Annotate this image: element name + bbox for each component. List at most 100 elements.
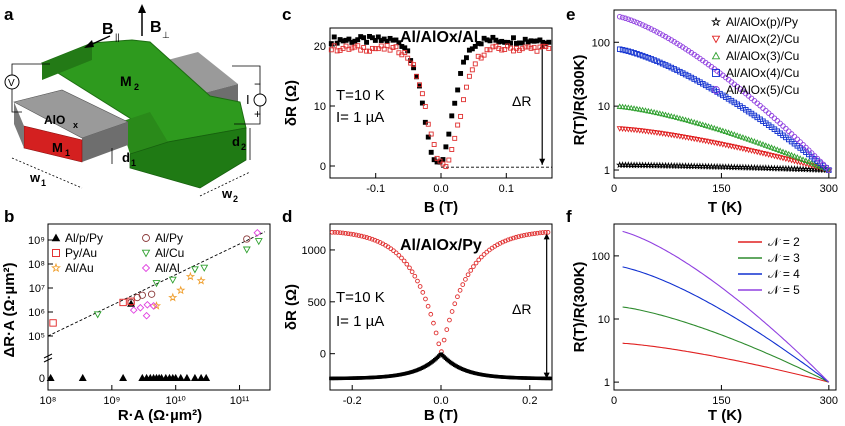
panel-d-point-red [367, 235, 372, 241]
panel-e-series-5-point [622, 15, 629, 22]
panel-f-legend-label: 𝒩 = 2 [768, 235, 800, 249]
panel-e-series-3-point [782, 149, 789, 156]
panel-f-y-tick-label: 100 [592, 251, 610, 263]
panel-c-point-red [478, 55, 484, 61]
panel-c-point-red [328, 47, 334, 53]
panel-f-ylabel: R(T)/R(300K) [571, 262, 588, 353]
panel-c-point-red [490, 44, 496, 50]
panel-c-point-red [496, 46, 502, 51]
panel-e-series-3-point [734, 132, 741, 138]
panel-label-f: f [566, 207, 572, 226]
panel-c-point-red [431, 142, 437, 147]
panel-e-series-4-point [665, 63, 672, 69]
panel-e-series-3-point [630, 105, 638, 111]
panel-e-series-5-point [645, 24, 652, 31]
panel-d-point-red [433, 330, 439, 336]
panel-d-point-red [449, 309, 455, 314]
panel-e-series-4-point [722, 94, 729, 100]
panel-e-series-5-point [803, 144, 809, 151]
panel-e-series-3-point [731, 131, 738, 137]
panel-e-series-4-point [631, 50, 637, 56]
panel-e-series-5-point [757, 102, 763, 109]
panel-b-legend-marker [141, 249, 151, 258]
panel-b-point-al-py [138, 291, 146, 299]
current-wire-top [232, 65, 261, 94]
panel-e-series-3-point [811, 160, 818, 167]
panel-b-legend-marker [142, 234, 150, 242]
b-perp-arrow-head [138, 4, 146, 13]
panel-e-series-4-point [691, 76, 697, 82]
panel-e-series-5-point [668, 37, 675, 43]
panel-e-series-5-point [800, 141, 806, 148]
panel-e-series-4-point [700, 80, 706, 87]
panel-d-point-red [505, 237, 511, 243]
panel-e-series-4-point [679, 70, 686, 76]
panel-c-point-black [364, 39, 370, 45]
b-parallel-arrow-head [84, 40, 94, 48]
panel-e-series-3-point [671, 113, 678, 120]
panel-d-point-red [463, 277, 468, 282]
panel-c-point-red [419, 91, 425, 97]
panel-b-point-al-au [185, 271, 196, 281]
panel-e-y-tick-label: 10 [598, 101, 610, 113]
panel-e-legend-label: Al/AlOx(4)/Cu [726, 66, 799, 80]
panel-e-series-5-point [823, 164, 829, 170]
panel-b-chart: 10⁸ 10⁹ 10¹⁰ 10¹¹ 10⁵ 10⁶ 10⁷ 10⁸ 10⁹ 0 Al/p/Py Al/… [1, 223, 271, 424]
panel-f-x-tick-label: 300 [820, 395, 838, 407]
panel-b-legend-label: Al/Al [155, 261, 180, 275]
panel-c-point-red [522, 44, 528, 50]
panel-b-x-tick-label: 10⁸ [40, 395, 57, 407]
panel-b-legend-label: Al/Cu [155, 246, 184, 260]
panel-b-point-al-cu [190, 266, 199, 274]
panel-e-series-4-point [728, 97, 735, 104]
panel-c-point-red [425, 121, 431, 127]
panel-d-point-red [465, 272, 471, 278]
panel-c-point-red [461, 97, 466, 103]
panel-d-delta-label: ΔR [512, 301, 531, 317]
panel-e-series-5-point [814, 155, 821, 162]
panel-d-point-red [345, 231, 351, 237]
voltmeter-wire-top [11, 63, 50, 75]
panel-e-series-3-point [696, 120, 704, 127]
panel-e-series-4-point [731, 99, 738, 106]
panel-d-point-red [524, 232, 530, 238]
panel-c-point-black [346, 36, 352, 42]
panel-c-point-red [540, 43, 546, 49]
panel-e-chart: 0 150 300 1 10 100 Al/AlOx(p)/Py Al/AlOx(2)/Cu A… [571, 9, 838, 216]
panel-c-point-black [446, 131, 452, 137]
panel-d-title: Al/AlOx/Py [400, 237, 482, 254]
panel-f-legend-label: 𝒩 = 5 [768, 283, 800, 297]
voltmeter-wire-bottom [11, 89, 22, 113]
panel-c-point-red [352, 44, 358, 50]
panel-b-point-py-au [119, 298, 127, 307]
panel-c-point-red [443, 164, 449, 170]
panel-d-point-red [540, 230, 546, 235]
panel-b-legend-label: Py/Au [65, 246, 97, 260]
panel-e-series-5-point [671, 38, 677, 45]
panel-c-point-black [331, 34, 337, 40]
panel-e-series-4-point [734, 101, 740, 107]
w1-sub: 1 [41, 178, 46, 188]
panel-e-legend-label: Al/AlOx(3)/Cu [726, 49, 799, 63]
d2-sub: 2 [241, 142, 246, 152]
panel-d-point-red [351, 232, 356, 237]
panel-e-series-5-point [634, 19, 640, 26]
panel-e-series-5-point [797, 139, 803, 145]
panel-d-point-red [441, 337, 447, 343]
panel-c-point-red [469, 67, 475, 73]
panel-d-point-red [412, 273, 418, 279]
panel-d-y-tick-label: 1000 [302, 245, 326, 257]
panel-b-legend-label: Al/Py [155, 231, 183, 245]
panel-b-point-al-au [168, 292, 178, 302]
panel-e-legend-marker [711, 16, 721, 27]
panel-e-series-5-point [760, 105, 766, 111]
panel-e-legend-label: Al/AlOx(2)/Cu [726, 32, 799, 46]
panel-e-series-4-point [682, 71, 689, 78]
panel-b-legend-label: Al/p/Py [65, 231, 103, 245]
panel-label-e: e [566, 5, 575, 24]
panel-e-series-3-point [708, 124, 715, 130]
panel-e-series-3-point [785, 150, 792, 157]
panel-e-series-3-point [659, 110, 666, 117]
panel-e-series-4-point [725, 96, 732, 102]
panel-e-series-4-point [659, 60, 666, 67]
